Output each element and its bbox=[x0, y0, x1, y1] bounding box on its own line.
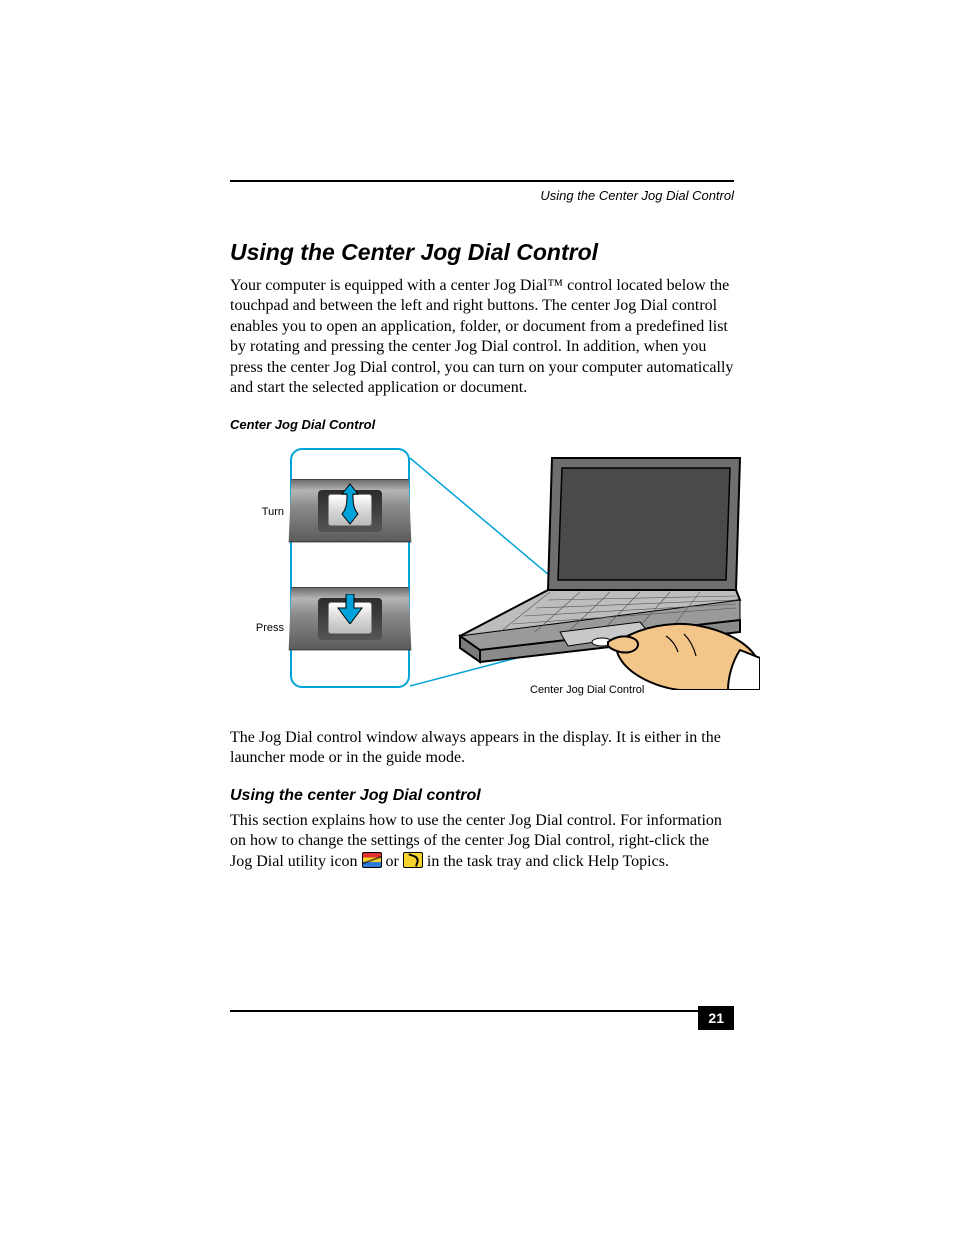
subsection-title: Using the center Jog Dial control bbox=[230, 787, 734, 805]
section-title: Using the Center Jog Dial Control bbox=[230, 239, 734, 266]
running-head: Using the Center Jog Dial Control bbox=[230, 188, 734, 203]
page: Using the Center Jog Dial Control Using … bbox=[0, 0, 954, 1235]
para3-text-c: in the task tray and click Help Topics. bbox=[427, 853, 669, 870]
para3-text-b: or bbox=[386, 853, 403, 870]
paragraph-3: This section explains how to use the cen… bbox=[230, 811, 734, 872]
page-number: 21 bbox=[698, 1006, 734, 1030]
figure-area: Turn Press bbox=[230, 438, 734, 718]
figure-caption-bottom: Center Jog Dial Control bbox=[530, 684, 644, 696]
footer: 21 bbox=[230, 1010, 734, 1012]
intro-paragraph: Your computer is equipped with a center … bbox=[230, 276, 734, 399]
laptop-illustration bbox=[440, 450, 760, 690]
footer-rule bbox=[230, 1010, 734, 1012]
jogdial-utility-icon-color bbox=[362, 852, 382, 868]
figure-caption-top: Center Jog Dial Control bbox=[230, 417, 734, 432]
paragraph-2: The Jog Dial control window always appea… bbox=[230, 728, 734, 769]
top-rule bbox=[230, 180, 734, 182]
jogdial-utility-icon-yellow bbox=[403, 852, 423, 868]
